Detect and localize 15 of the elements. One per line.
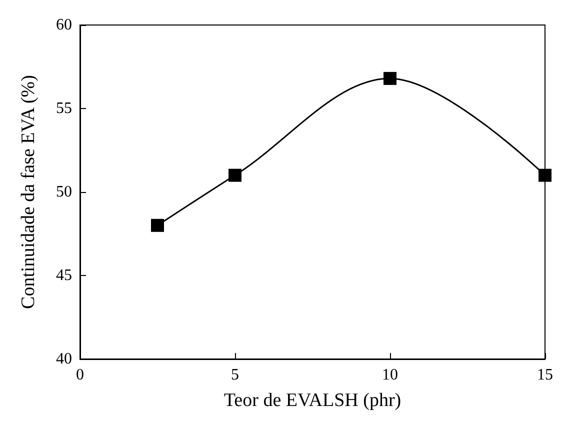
- x-tick-label: 15: [537, 366, 553, 384]
- y-tick-label: 45: [56, 267, 72, 284]
- y-tick-label: 40: [56, 350, 72, 368]
- x-axis-title: Teor de EVALSH (phr): [224, 390, 402, 411]
- point: [384, 72, 396, 85]
- x-tick-label: 10: [382, 366, 398, 384]
- point: [151, 218, 164, 232]
- y-tick-label: 50: [56, 184, 72, 200]
- y-axis-title: Continuidade da fase EVA (%): [18, 75, 39, 309]
- y-tick-label: 60: [56, 16, 72, 34]
- x-tick-label: 0: [76, 366, 84, 384]
- point: [538, 168, 552, 182]
- point: [228, 168, 242, 182]
- y-tick-label: 55: [56, 100, 72, 117]
- x-tick-label: 5: [231, 366, 239, 384]
